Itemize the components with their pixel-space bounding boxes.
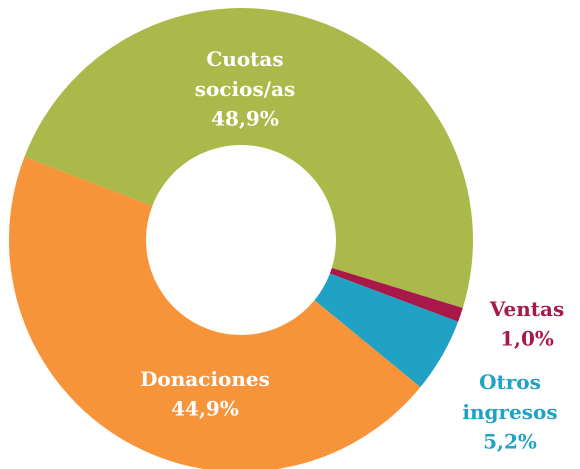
slice-value-label: 1,0% (500, 327, 554, 351)
donut-slice (314, 273, 459, 388)
donut-slice (24, 8, 473, 308)
slice-label: Donaciones (140, 367, 270, 391)
donut-slice (9, 156, 421, 469)
slice-label: Cuotas socios/as (195, 47, 296, 101)
slice-value-label: 48,9% (211, 107, 279, 131)
slice-label: Ventas (489, 297, 564, 321)
donut-slice (329, 267, 463, 322)
slice-label: Otros ingresos (462, 370, 557, 424)
slice-value-label: 5,2% (483, 430, 537, 454)
slice-value-label: 44,9% (171, 397, 239, 421)
